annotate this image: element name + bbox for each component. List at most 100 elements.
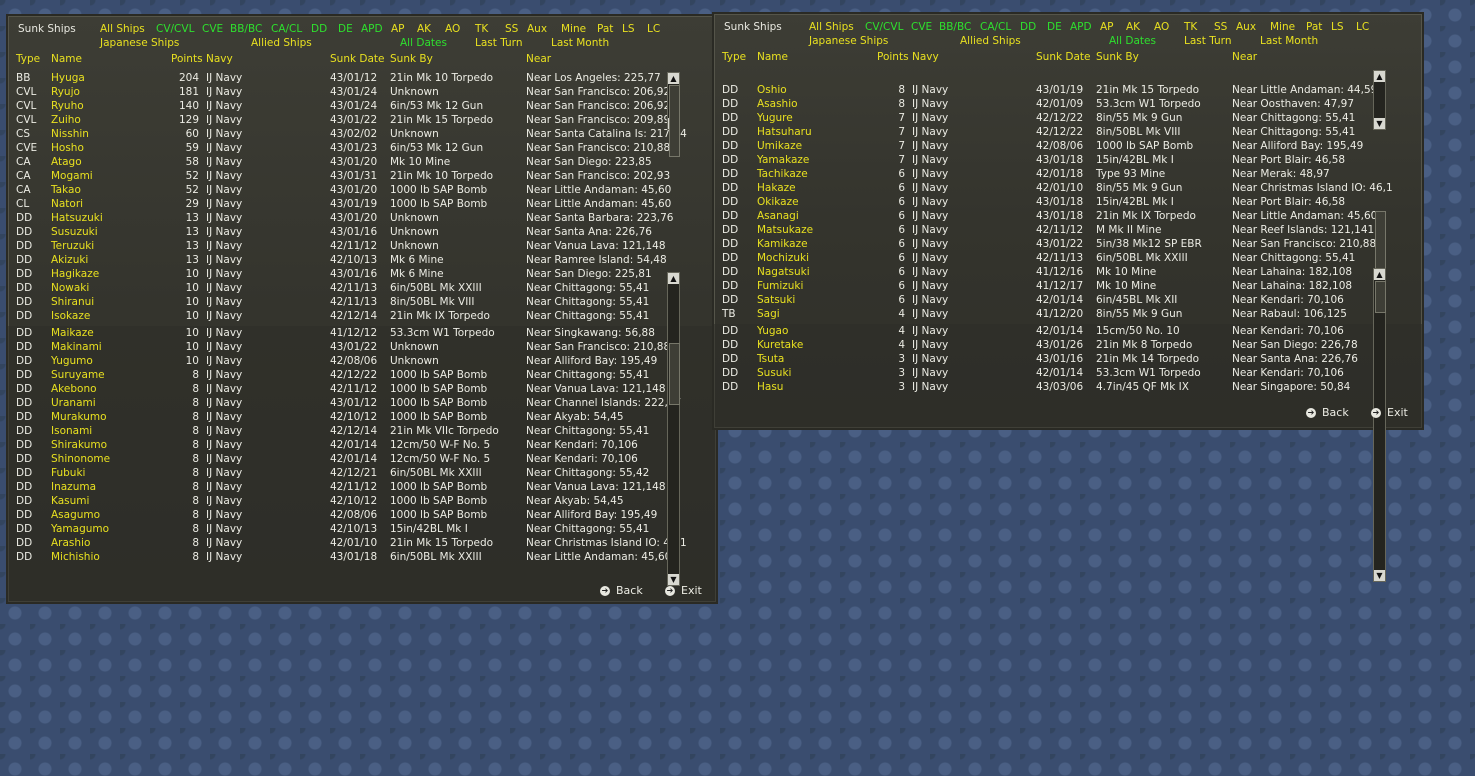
- table-row[interactable]: DD Kuretake 4 IJ Navy 43/01/26 21in Mk 8 Torp…: [714, 338, 1374, 352]
- filter-pat[interactable]: Pat: [597, 23, 614, 35]
- scroll-thumb[interactable]: [669, 85, 680, 157]
- filter-last-turn[interactable]: Last Turn: [1184, 35, 1232, 47]
- table-row[interactable]: CVE Hosho 59 IJ Navy 43/01/23 6in/53 Mk 12 Gu…: [8, 141, 670, 155]
- column-header-navy[interactable]: Navy: [912, 51, 939, 63]
- filter-tk[interactable]: TK: [475, 23, 489, 35]
- table-row[interactable]: DD Susuzuki 13 IJ Navy 43/01/16 Unknown Near S…: [8, 225, 668, 239]
- filter-apd[interactable]: APD: [1070, 21, 1092, 33]
- table-row[interactable]: DD Shinonome 8 IJ Navy 42/01/14 12cm/50 W-F N…: [8, 452, 668, 466]
- filter-de[interactable]: DE: [338, 23, 353, 35]
- scroll-thumb[interactable]: [1375, 281, 1386, 313]
- column-header-near[interactable]: Near: [526, 53, 552, 65]
- column-header-name[interactable]: Name: [51, 53, 82, 65]
- column-header-by[interactable]: Sunk By: [1096, 51, 1139, 63]
- table-row[interactable]: DD Hatsuharu 7 IJ Navy 42/12/22 8in/50BL Mk V…: [714, 125, 1374, 139]
- table-row[interactable]: DD Susuki 3 IJ Navy 42/01/14 53.3cm W1 Torped…: [714, 366, 1374, 380]
- scroll-thumb[interactable]: [669, 343, 680, 405]
- scrollbar[interactable]: ▲▼: [667, 72, 680, 157]
- scroll-up-icon[interactable]: ▲: [1374, 269, 1385, 280]
- table-row[interactable]: CA Takao 52 IJ Navy 43/01/20 1000 lb SAP Bomb…: [8, 183, 671, 197]
- table-row[interactable]: DD Matsukaze 6 IJ Navy 42/11/12 M Mk II Mine N…: [714, 223, 1374, 237]
- table-row[interactable]: DD Oshio 8 IJ Navy 43/01/19 21in Mk 15 Torped…: [714, 83, 1377, 97]
- table-row[interactable]: DD Asanagi 6 IJ Navy 43/01/18 21in Mk IX Torp…: [714, 209, 1377, 223]
- column-header-date[interactable]: Sunk Date: [1036, 51, 1091, 63]
- table-row[interactable]: CS Nisshin 60 IJ Navy 43/02/02 Unknown Near Sa…: [8, 127, 687, 141]
- filter-aux[interactable]: Aux: [1236, 21, 1257, 33]
- scroll-up-icon[interactable]: ▲: [668, 273, 679, 284]
- back-button[interactable]: ➔ Back: [600, 584, 643, 597]
- filter-ls[interactable]: LS: [1331, 21, 1344, 33]
- column-header-near[interactable]: Near: [1232, 51, 1258, 63]
- table-row[interactable]: DD Asagumo 8 IJ Navy 42/08/06 1000 lb SAP Bom…: [8, 508, 668, 522]
- table-row[interactable]: BB Hyuga 204 IJ Navy 43/01/12 21in Mk 10 Torp…: [8, 71, 668, 85]
- table-row[interactable]: CA Mogami 52 IJ Navy 43/01/31 21in Mk 10 Torp…: [8, 169, 670, 183]
- filter-japanese-ships[interactable]: Japanese Ships: [100, 37, 180, 49]
- table-row[interactable]: DD Hasu 3 IJ Navy 43/03/06 4.7in/45 QF Mk IX N…: [714, 380, 1374, 394]
- table-row[interactable]: DD Maikaze 10 IJ Navy 41/12/12 53.3cm W1 Torp…: [8, 326, 668, 340]
- scroll-up-icon[interactable]: ▲: [668, 73, 679, 84]
- filter-dd[interactable]: DD: [311, 23, 328, 35]
- table-row[interactable]: DD Nagatsuki 6 IJ Navy 41/12/16 Mk 10 Mine Nea…: [714, 265, 1374, 279]
- table-row[interactable]: DD Kasumi 8 IJ Navy 42/10/12 1000 lb SAP Bomb…: [8, 494, 668, 508]
- table-row[interactable]: DD Inazuma 8 IJ Navy 42/11/12 1000 lb SAP Bom…: [8, 480, 668, 494]
- filter-lc[interactable]: LC: [647, 23, 661, 35]
- filter-tk[interactable]: TK: [1184, 21, 1198, 33]
- filter-all-dates[interactable]: All Dates: [400, 37, 447, 49]
- table-row[interactable]: DD Nowaki 10 IJ Navy 42/11/13 6in/50BL Mk XXI…: [8, 281, 668, 295]
- column-header-type[interactable]: Type: [16, 53, 41, 65]
- filter-cve[interactable]: CVE: [911, 21, 933, 33]
- filter-ap[interactable]: AP: [391, 23, 405, 35]
- table-row[interactable]: DD Hakaze 6 IJ Navy 42/01/10 8in/55 Mk 9 Gun N…: [714, 181, 1393, 195]
- table-row[interactable]: DD Fubuki 8 IJ Navy 42/12/21 6in/50BL Mk XXII…: [8, 466, 668, 480]
- table-row[interactable]: DD Yamakaze 7 IJ Navy 43/01/18 15in/42BL Mk I…: [714, 153, 1374, 167]
- table-row[interactable]: TB Sagi 4 IJ Navy 41/12/20 8in/55 Mk 9 Gun Nea…: [714, 307, 1374, 321]
- table-row[interactable]: DD Isonami 8 IJ Navy 42/12/14 21in Mk VIIc To…: [8, 424, 668, 438]
- filter-ak[interactable]: AK: [417, 23, 432, 35]
- table-row[interactable]: CVL Ryuho 140 IJ Navy 43/01/24 6in/53 Mk 12 G…: [8, 99, 670, 113]
- filter-allied-ships[interactable]: Allied Ships: [251, 37, 312, 49]
- filter-aux[interactable]: Aux: [527, 23, 548, 35]
- scroll-down-icon[interactable]: ▼: [668, 574, 679, 585]
- table-row[interactable]: DD Uranami 8 IJ Navy 43/01/12 1000 lb SAP Bom…: [8, 396, 681, 410]
- filter-ap[interactable]: AP: [1100, 21, 1114, 33]
- filter-de[interactable]: DE: [1047, 21, 1062, 33]
- filter-all-dates[interactable]: All Dates: [1109, 35, 1156, 47]
- scrollbar[interactable]: ▲▼: [1373, 268, 1386, 582]
- filter-cv-cvl[interactable]: CV/CVL: [865, 21, 904, 33]
- table-row[interactable]: DD Michishio 8 IJ Navy 43/01/18 6in/50BL Mk X…: [8, 550, 671, 564]
- table-row[interactable]: DD Umikaze 7 IJ Navy 42/08/06 1000 lb SAP Bom…: [714, 139, 1374, 153]
- table-row[interactable]: DD Asashio 8 IJ Navy 42/01/09 53.3cm W1 Torpe…: [714, 97, 1374, 111]
- scroll-thumb[interactable]: [1375, 211, 1386, 273]
- table-row[interactable]: DD Akebono 8 IJ Navy 42/11/12 1000 lb SAP Bom…: [8, 382, 668, 396]
- table-row[interactable]: DD Okikaze 6 IJ Navy 43/01/18 15in/42BL Mk I N…: [714, 195, 1374, 209]
- filter-all-ships[interactable]: All Ships: [100, 23, 145, 35]
- filter-lc[interactable]: LC: [1356, 21, 1370, 33]
- column-header-navy[interactable]: Navy: [206, 53, 233, 65]
- filter-bb-bc[interactable]: BB/BC: [230, 23, 263, 35]
- table-row[interactable]: DD Hatsuzuki 13 IJ Navy 43/01/20 Unknown Near …: [8, 211, 673, 225]
- filter-ao[interactable]: AO: [1154, 21, 1170, 33]
- filter-last-month[interactable]: Last Month: [1260, 35, 1319, 47]
- table-row[interactable]: DD Suruyame 8 IJ Navy 42/12/22 1000 lb SAP Bo…: [8, 368, 668, 382]
- filter-mine[interactable]: Mine: [561, 23, 587, 35]
- filter-cve[interactable]: CVE: [202, 23, 224, 35]
- table-row[interactable]: DD Shirakumo 8 IJ Navy 42/01/14 12cm/50 W-F N…: [8, 438, 668, 452]
- column-header-date[interactable]: Sunk Date: [330, 53, 385, 65]
- table-row[interactable]: DD Arashio 8 IJ Navy 42/01/10 21in Mk 15 Torp…: [8, 536, 687, 550]
- filter-ca-cl[interactable]: CA/CL: [271, 23, 303, 35]
- filter-ss[interactable]: SS: [505, 23, 519, 35]
- table-row[interactable]: DD Tachikaze 6 IJ Navy 42/01/18 Type 93 Mine N…: [714, 167, 1374, 181]
- table-row[interactable]: DD Kamikaze 6 IJ Navy 43/01/22 5in/38 Mk12 SP…: [714, 237, 1376, 251]
- filter-last-month[interactable]: Last Month: [551, 37, 610, 49]
- table-row[interactable]: DD Fumizuki 6 IJ Navy 41/12/17 Mk 10 Mine Near…: [714, 279, 1374, 293]
- table-row[interactable]: DD Satsuki 6 IJ Navy 42/01/14 6in/45BL Mk XII…: [714, 293, 1374, 307]
- scroll-down-icon[interactable]: ▼: [1374, 570, 1385, 581]
- filter-last-turn[interactable]: Last Turn: [475, 37, 523, 49]
- filter-all-ships[interactable]: All Ships: [809, 21, 854, 33]
- filter-ak[interactable]: AK: [1126, 21, 1141, 33]
- table-row[interactable]: DD Murakumo 8 IJ Navy 42/10/12 1000 lb SAP Bo…: [8, 410, 668, 424]
- table-row[interactable]: CL Natori 29 IJ Navy 43/01/19 1000 lb SAP Bom…: [8, 197, 671, 211]
- filter-ca-cl[interactable]: CA/CL: [980, 21, 1012, 33]
- table-row[interactable]: DD Akizuki 13 IJ Navy 42/10/13 Mk 6 Mine Near …: [8, 253, 668, 267]
- table-row[interactable]: DD Yugumo 10 IJ Navy 42/08/06 Unknown Near All…: [8, 354, 668, 368]
